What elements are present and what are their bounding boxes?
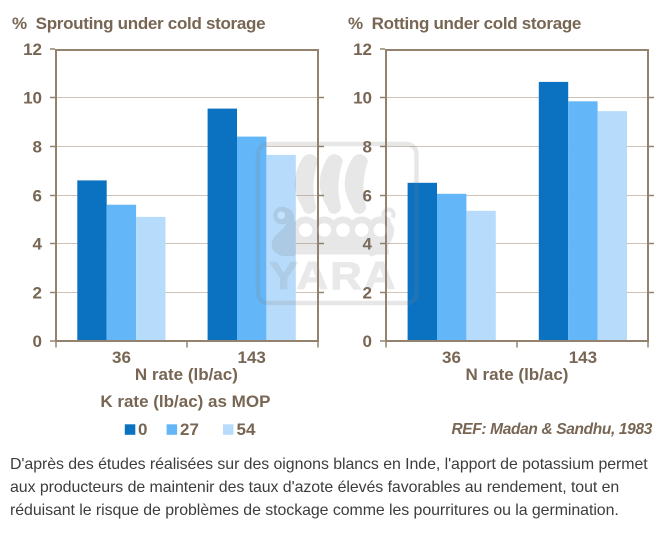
svg-text:N rate (lb/ac): N rate (lb/ac) (466, 365, 569, 384)
svg-text:12: 12 (353, 40, 372, 59)
svg-text:0: 0 (138, 420, 147, 439)
svg-text:0: 0 (33, 332, 42, 351)
svg-text:6: 6 (33, 187, 42, 206)
svg-text:N rate (lb/ac): N rate (lb/ac) (135, 365, 238, 384)
svg-text:27: 27 (180, 420, 199, 439)
svg-text:2: 2 (33, 284, 42, 303)
svg-text:4: 4 (33, 235, 43, 254)
svg-text:54: 54 (237, 420, 256, 439)
svg-text:8: 8 (33, 138, 42, 157)
svg-text:36: 36 (112, 348, 131, 367)
svg-text:8: 8 (363, 138, 372, 157)
svg-text:YARA: YARA (269, 254, 398, 297)
svg-text:4: 4 (363, 235, 373, 254)
svg-text:143: 143 (569, 348, 597, 367)
svg-text:2: 2 (363, 284, 372, 303)
svg-text:10: 10 (23, 89, 42, 108)
svg-text:0: 0 (363, 332, 372, 351)
svg-text:6: 6 (363, 187, 372, 206)
svg-text:K rate (lb/ac) as MOP: K rate (lb/ac) as MOP (100, 392, 270, 411)
svg-text:% Sprouting under cold storag: % Sprouting under cold storage (12, 14, 265, 33)
svg-text:36: 36 (442, 348, 461, 367)
svg-text:REF: Madan & Sandhu, 1983: REF: Madan & Sandhu, 1983 (451, 421, 652, 438)
svg-text:143: 143 (238, 348, 266, 367)
svg-text:% Rotting under cold storage: % Rotting under cold storage (348, 14, 581, 33)
svg-text:10: 10 (353, 89, 372, 108)
svg-text:12: 12 (23, 40, 42, 59)
